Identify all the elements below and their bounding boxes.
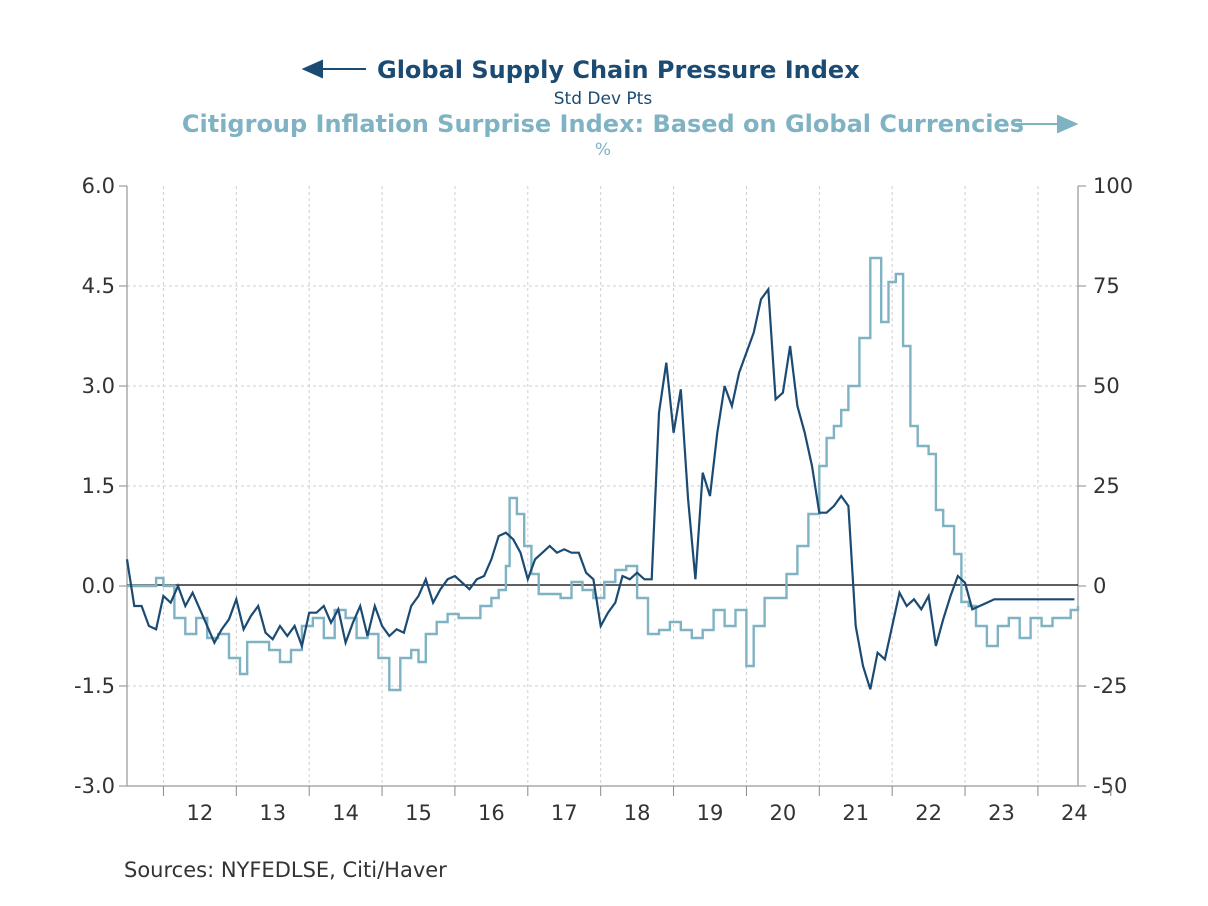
x-tick-label: 14 [332, 801, 359, 825]
x-tick-label: 19 [697, 801, 724, 825]
right-axis-arrow-icon [1012, 114, 1079, 134]
left-axis-arrow-icon [301, 59, 366, 79]
left-tick-label: -3.0 [74, 774, 115, 798]
x-axis-ticks: 12 13 14 15 16 17 18 19 20 21 22 23 24 [162, 786, 1112, 825]
left-tick-label: 6.0 [82, 174, 115, 198]
x-tick-label: 17 [551, 801, 578, 825]
right-tick-label: 50 [1093, 374, 1120, 398]
left-tick-label: 0.0 [82, 574, 115, 598]
right-tick-label: -50 [1093, 774, 1127, 798]
title-left: Global Supply Chain Pressure Index [377, 56, 860, 84]
right-tick-label: 0 [1093, 574, 1106, 598]
right-tick-label: -25 [1093, 674, 1127, 698]
x-tick-label: 16 [478, 801, 505, 825]
title-right-unit: % [595, 140, 611, 160]
title-right: Citigroup Inflation Surprise Index: Base… [182, 110, 1024, 138]
x-tick-label: 18 [624, 801, 651, 825]
title-left-unit: Std Dev Pts [554, 89, 653, 109]
series-gscpi-line [125, 286, 1075, 690]
x-tick-label: 24 [1061, 801, 1088, 825]
left-tick-label: -1.5 [74, 674, 115, 698]
x-tick-label: 22 [915, 801, 942, 825]
left-axis-ticks: 6.0 4.5 3.0 1.5 0.0 -1.5 -3.0 [74, 174, 127, 798]
x-tick-label: 20 [769, 801, 796, 825]
right-tick-label: 25 [1093, 474, 1120, 498]
left-tick-label: 3.0 [82, 374, 115, 398]
x-tick-label: 12 [187, 801, 214, 825]
right-tick-label: 100 [1093, 174, 1133, 198]
chart-titles: Global Supply Chain Pressure Index Std D… [182, 56, 1079, 160]
x-tick-label: 21 [842, 801, 869, 825]
left-tick-label: 1.5 [82, 474, 115, 498]
right-tick-label: 75 [1093, 274, 1120, 298]
right-axis-ticks: 100 75 50 25 0 -25 -50 [1078, 174, 1133, 798]
x-tick-label: 23 [988, 801, 1015, 825]
source-note: Sources: NYFEDLSE, Citi/Haver [124, 858, 447, 882]
series-citi-line [127, 256, 1080, 692]
left-tick-label: 4.5 [82, 274, 115, 298]
x-tick-label: 15 [405, 801, 432, 825]
x-tick-label: 13 [259, 801, 286, 825]
